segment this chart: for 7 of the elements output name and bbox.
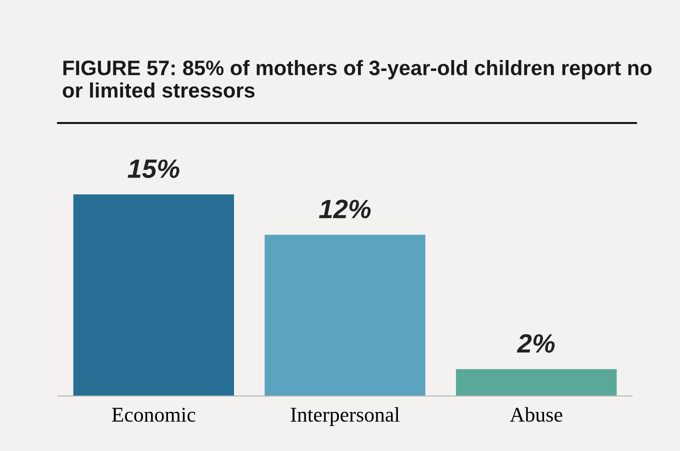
x-tick-label: Economic	[112, 408, 196, 422]
data-label: 12%	[319, 200, 371, 218]
data-label: 2%	[516, 334, 555, 353]
chart-title: FIGURE 57: 85% of mothers of 3-year-old children report no or limited stressors	[62, 60, 652, 98]
x-tick-label: Interpersonal	[290, 407, 400, 426]
x-tick-label: Abuse	[510, 407, 562, 422]
data-label: 15%	[128, 159, 180, 178]
